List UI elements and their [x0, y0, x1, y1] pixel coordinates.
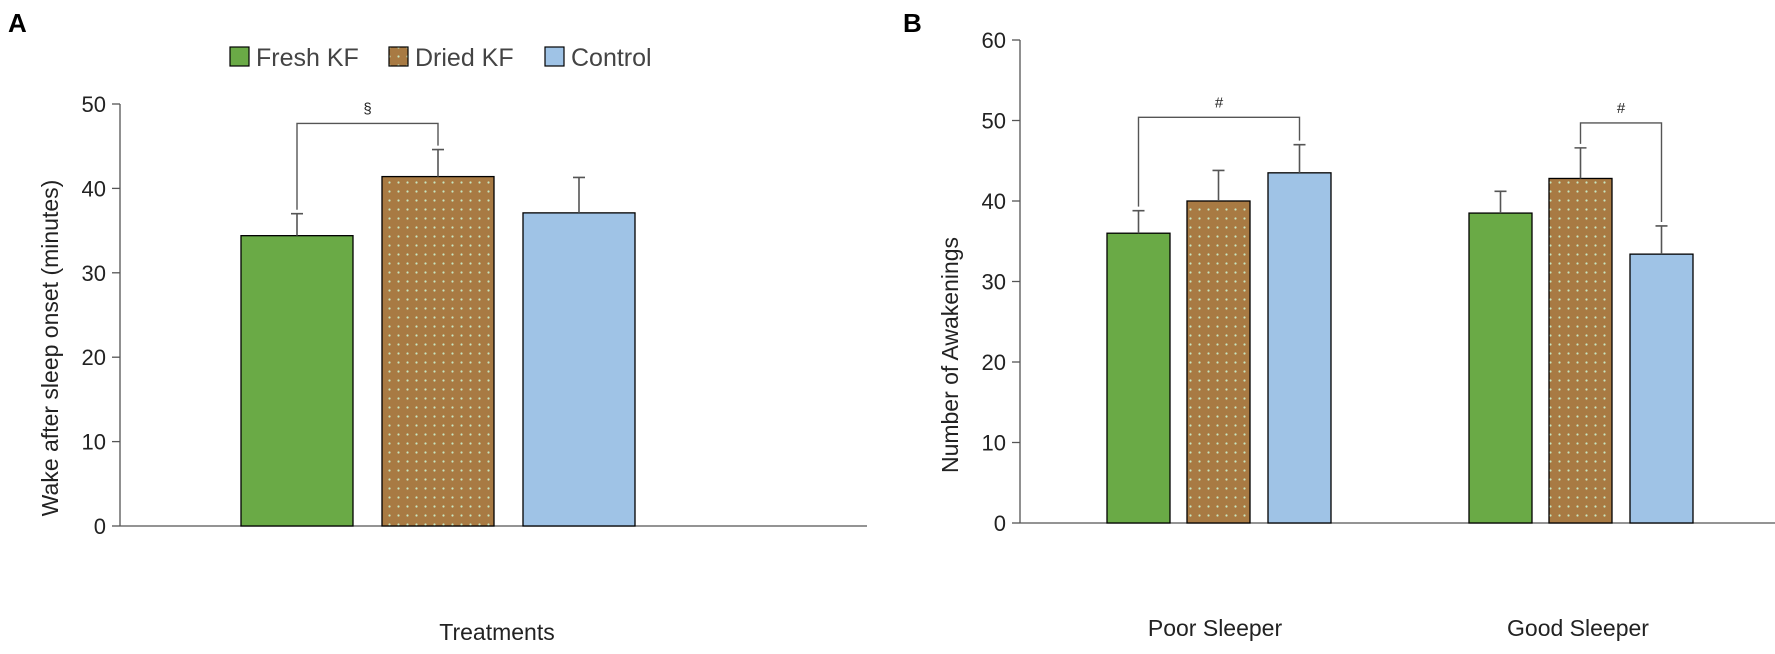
panel-a-y-tick-label-10: 10 [82, 430, 106, 455]
legend-label-control: Control [571, 44, 652, 72]
panel-a-chart: 0 10 20 30 40 50 § [82, 92, 867, 539]
panel-b-y-tick-label-30: 30 [982, 270, 1006, 295]
panel-a-y-tick-label-40: 40 [82, 176, 106, 201]
panel-b-category-label-poor-sleeper: Poor Sleeper [1148, 615, 1283, 641]
panel-a-y-axis-title: Wake after sleep onset (minutes) [37, 180, 63, 517]
panel-b-bar-poor-sleeper-dried-kf-error-bar [1212, 169, 1225, 201]
panel-b-y-axis-title: Number of Awakenings [937, 237, 963, 473]
legend: Fresh KF Dried KF Control [229, 44, 652, 72]
panel-b-significance-bracket-1 [1579, 122, 1663, 222]
panel-a-y-tick-label-0: 0 [94, 514, 106, 539]
panel-b-bar-poor-sleeper-fresh-kf [1106, 232, 1171, 524]
panel-b-letter: B [903, 8, 922, 38]
legend-swatch-dried-kf [388, 46, 409, 67]
panel-b-chart: 0 10 20 30 40 50 60 # # [982, 28, 1775, 536]
panel-a-y-tick-label-30: 30 [82, 261, 106, 286]
legend-swatch-control [544, 46, 565, 67]
panel-a-bar-treatments-dried-kf-error-bar [432, 148, 444, 177]
panel-b-category-label-good-sleeper: Good Sleeper [1507, 615, 1649, 641]
panel-a-bar-treatments-control [522, 212, 636, 527]
panel-b-y-tick-label-20: 20 [982, 350, 1006, 375]
panel-a-y-tick-label-50: 50 [82, 92, 106, 117]
panel-a-bar-treatments-dried-kf [381, 175, 495, 527]
legend-swatch-fresh-kf [229, 46, 250, 67]
panel-b-bar-poor-sleeper-control-error-bar [1293, 143, 1306, 173]
panel-a-letter: A [8, 8, 27, 38]
panel-b-bar-poor-sleeper-control [1267, 172, 1332, 524]
panel-a-y-tick-label-20: 20 [82, 345, 106, 370]
panel-b-bar-good-sleeper-control-error-bar [1655, 225, 1668, 255]
panel-b-y-tick-label-0: 0 [994, 511, 1006, 536]
panel-b-bar-good-sleeper-dried-kf-error-bar [1574, 147, 1587, 179]
panel-b-bar-poor-sleeper-dried-kf [1186, 200, 1251, 524]
legend-label-dried-kf: Dried KF [415, 44, 514, 72]
panel-a-x-axis-title: Treatments [439, 619, 554, 645]
panel-b-bar-poor-sleeper-fresh-kf-error-bar [1132, 209, 1145, 234]
panel-b-bar-good-sleeper-control [1629, 253, 1694, 524]
panel-a-bar-treatments-fresh-kf [240, 235, 354, 527]
panel-a-significance-bracket-0 [296, 122, 439, 210]
panel-a-bar-treatments-fresh-kf-error-bar [291, 212, 303, 236]
panel-b-significance-symbol-0: # [1215, 94, 1224, 111]
legend-label-fresh-kf: Fresh KF [256, 44, 359, 72]
panel-a-significance-symbol-0: § [363, 100, 371, 117]
panel-b-bar-good-sleeper-fresh-kf-error-bar [1494, 190, 1507, 214]
panel-b-significance-symbol-1: # [1617, 100, 1626, 117]
panel-a-bar-treatments-control-error-bar [573, 176, 585, 213]
panel-b-y-tick-label-10: 10 [982, 431, 1006, 456]
panel-b-bar-good-sleeper-dried-kf [1548, 177, 1613, 524]
panel-b-y-tick-label-40: 40 [982, 189, 1006, 214]
panel-b-significance-bracket-0 [1137, 116, 1301, 207]
panel-b-bar-good-sleeper-fresh-kf [1468, 212, 1533, 524]
panel-b-y-tick-label-60: 60 [982, 28, 1006, 53]
panel-b-y-tick-label-50: 50 [982, 109, 1006, 134]
